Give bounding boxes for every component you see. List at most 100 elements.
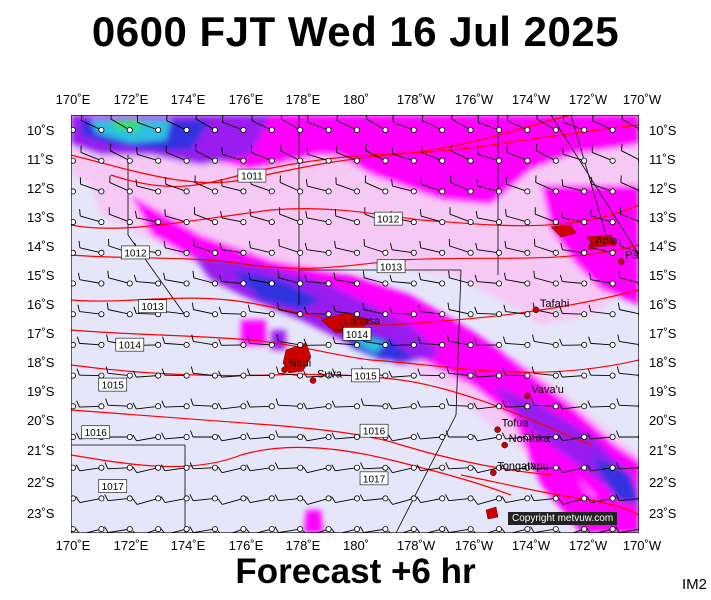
station-circle-icon <box>581 403 588 410</box>
station-circle-icon <box>609 311 616 318</box>
station-circle-icon <box>382 249 389 256</box>
lon-label: 170˚W <box>622 538 662 553</box>
wind-barb-icon <box>132 464 162 474</box>
station-circle-icon <box>98 280 105 287</box>
land-masses <box>282 224 617 520</box>
station-circle-icon <box>552 341 559 348</box>
wind-barb-icon <box>106 302 133 318</box>
place-name: Pago Pago <box>625 250 639 262</box>
wind-barb-icon <box>588 336 616 348</box>
wind-barb-icon <box>501 495 531 504</box>
town-dot-icon <box>501 441 508 449</box>
station-circle-icon <box>98 526 105 533</box>
station-circle-icon <box>98 341 105 348</box>
wind-barb-icon <box>304 242 332 256</box>
wind-barb-icon <box>587 368 616 379</box>
wind-barb-icon <box>449 207 474 226</box>
station-circle-icon <box>552 219 559 226</box>
station-circle-icon <box>71 249 76 256</box>
station-circle-icon <box>581 188 588 195</box>
wind-barb-icon <box>190 398 218 410</box>
station-circle-icon <box>240 403 247 410</box>
station-circle-icon <box>98 249 105 256</box>
wind-barb-icon <box>445 462 474 471</box>
station-circle-icon <box>155 372 162 379</box>
station-circle-icon <box>183 495 190 502</box>
station-circle-icon <box>410 526 417 533</box>
wind-barb-icon <box>219 242 247 256</box>
copyright-notice: Copyright metvuw.com <box>508 512 618 525</box>
wind-barb-icon <box>417 368 446 379</box>
isobar-label-text: 1014 <box>346 330 369 341</box>
place-marker: Apia <box>588 235 618 251</box>
wind-barb-icon <box>331 464 360 472</box>
wind-barb-icon <box>71 188 76 195</box>
wind-barb-icon <box>165 177 190 195</box>
wind-barb-icon <box>446 398 474 410</box>
station-circle-icon <box>211 280 218 287</box>
station-circle-icon <box>495 403 502 410</box>
wind-barb-icon <box>71 311 76 318</box>
station-circle-icon <box>552 526 559 533</box>
station-circle-icon <box>71 157 76 164</box>
wind-barb-icon <box>76 368 105 379</box>
station-circle-icon <box>126 372 133 379</box>
wind-barb-icon <box>246 495 275 504</box>
station-circle-icon <box>609 372 616 379</box>
lat-label: 10˚S <box>649 123 677 138</box>
wind-barb-icon <box>133 274 162 287</box>
station-circle-icon <box>155 280 162 287</box>
station-circle-icon <box>240 341 247 348</box>
wind-barb-icon <box>359 526 389 533</box>
isobar-line <box>110 124 639 188</box>
wind-barb-icon <box>503 304 531 318</box>
wind-barb-icon <box>331 526 360 533</box>
station-circle-icon <box>183 433 190 440</box>
station-circle-icon <box>581 495 588 502</box>
lon-label: 172˚E <box>113 92 149 107</box>
station-circle-icon <box>297 372 304 379</box>
wind-barb-icon <box>193 238 218 256</box>
wind-barb-icon <box>161 368 190 379</box>
wind-barb-icon <box>360 398 389 410</box>
weather-map: 1011 1012 1012 1013 1013 1014 1014 1015 1015 1016… <box>71 115 639 533</box>
place-name: Suva <box>317 368 343 380</box>
station-circle-icon <box>467 219 474 226</box>
isobar-label-text: 1015 <box>102 381 125 392</box>
isobar-label: 1011 <box>237 168 267 183</box>
wind-barb-icon <box>307 115 332 133</box>
station-circle-icon <box>439 311 446 318</box>
station-circle-icon <box>183 403 190 410</box>
wind-barb-icon <box>303 338 332 348</box>
wind-barb-icon <box>506 145 531 164</box>
station-circle-icon <box>325 341 332 348</box>
lon-label: 180˚ <box>342 538 370 553</box>
wind-barb-icon <box>79 177 105 195</box>
wind-barb-icon <box>105 366 133 379</box>
wind-barb-icon <box>389 242 417 256</box>
station-circle-icon <box>126 188 133 195</box>
wind-barb-icon <box>250 145 275 164</box>
lat-label: 23˚S <box>27 506 55 521</box>
station-circle-icon <box>297 341 304 348</box>
wind-barb-icon <box>331 432 360 440</box>
station-circle-icon <box>609 464 616 471</box>
station-circle-icon <box>609 495 616 502</box>
station-circle-icon <box>240 464 247 471</box>
wind-barb-icon <box>189 462 218 471</box>
station-circle-icon <box>211 372 218 379</box>
wind-barb-icon <box>109 175 133 195</box>
isobar-line <box>460 474 639 516</box>
wind-barb-icon <box>75 464 105 472</box>
station-circle-icon <box>524 280 531 287</box>
wind-barb-icon <box>477 115 502 133</box>
wind-barb-icon <box>362 302 389 318</box>
isobar-line <box>71 329 639 373</box>
place-marker: Tongatapu <box>490 461 549 476</box>
isobar-label-text: 1013 <box>141 302 164 313</box>
station-circle-icon <box>353 464 360 471</box>
isobar-label: 1016 <box>81 425 111 439</box>
wind-barb-icon <box>533 270 559 287</box>
station-circle-icon <box>609 157 616 164</box>
wind-barb-icon <box>248 240 275 256</box>
